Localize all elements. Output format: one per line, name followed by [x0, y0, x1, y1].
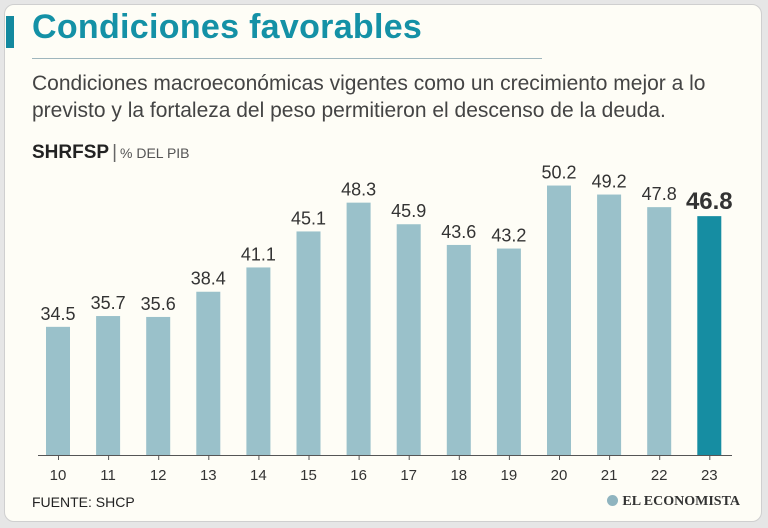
bar-11	[96, 316, 121, 455]
brand-name: EL ECONOMISTA	[622, 494, 740, 509]
value-label-12: 35.6	[141, 294, 176, 314]
brand-icon	[607, 495, 619, 506]
tick-label-23: 23	[701, 467, 718, 484]
title-divider	[32, 58, 542, 59]
tick-label-19: 19	[501, 467, 518, 484]
tick-label-14: 14	[250, 467, 267, 484]
bar-22	[647, 207, 672, 455]
value-label-18: 43.6	[441, 222, 476, 242]
bar-21	[597, 194, 622, 456]
series-separator: |	[112, 142, 118, 163]
tick-label-11: 11	[100, 467, 116, 484]
value-label-22: 47.8	[642, 184, 677, 204]
bar-10	[46, 326, 70, 455]
bar-13	[196, 291, 221, 455]
chart-subtitle: Condiciones macroeconómicas vigentes com…	[32, 72, 706, 122]
value-label-14: 41.1	[241, 244, 276, 264]
source-note: FUENTE: SHCP	[32, 494, 135, 510]
series-label: SHRFSP |% DEL PIB	[32, 142, 190, 164]
tick-label-18: 18	[450, 467, 467, 484]
tick-label-17: 17	[400, 467, 417, 484]
tick-label-22: 22	[651, 467, 668, 484]
value-label-17: 45.9	[391, 201, 426, 221]
tick-label-20: 20	[551, 467, 568, 484]
value-label-19: 43.2	[491, 226, 526, 246]
tick-label-15: 15	[300, 467, 317, 484]
bar-15	[296, 231, 321, 455]
series-code: SHRFSP	[32, 142, 110, 163]
value-label-20: 50.2	[541, 163, 576, 183]
value-label-16: 48.3	[341, 180, 376, 200]
tick-label-12: 12	[150, 467, 167, 484]
bar-20	[547, 185, 571, 456]
tick-label-16: 16	[350, 467, 367, 484]
tick-label-13: 13	[200, 467, 217, 484]
value-label-15: 45.1	[291, 208, 326, 228]
bar-14	[246, 267, 271, 455]
value-label-13: 38.4	[191, 269, 226, 289]
publisher-logo: EL ECONOMISTA	[607, 494, 740, 510]
chart-title: Condiciones favorables	[32, 8, 423, 46]
tick-label-21: 21	[601, 467, 618, 484]
chart-card	[4, 4, 762, 522]
bar-18	[446, 244, 471, 455]
tick-label-10: 10	[50, 467, 67, 484]
bar-17	[396, 224, 421, 455]
title-accent-bar	[6, 16, 14, 48]
value-label-21: 49.2	[592, 172, 627, 192]
bar-12	[146, 316, 171, 455]
bar-16	[346, 202, 371, 455]
value-label-10: 34.5	[40, 304, 75, 324]
value-label-23: 46.8	[686, 188, 733, 215]
series-unit: % DEL PIB	[120, 145, 190, 161]
value-label-11: 35.7	[91, 293, 126, 313]
bar-19	[496, 248, 521, 455]
bar-23	[697, 216, 722, 455]
